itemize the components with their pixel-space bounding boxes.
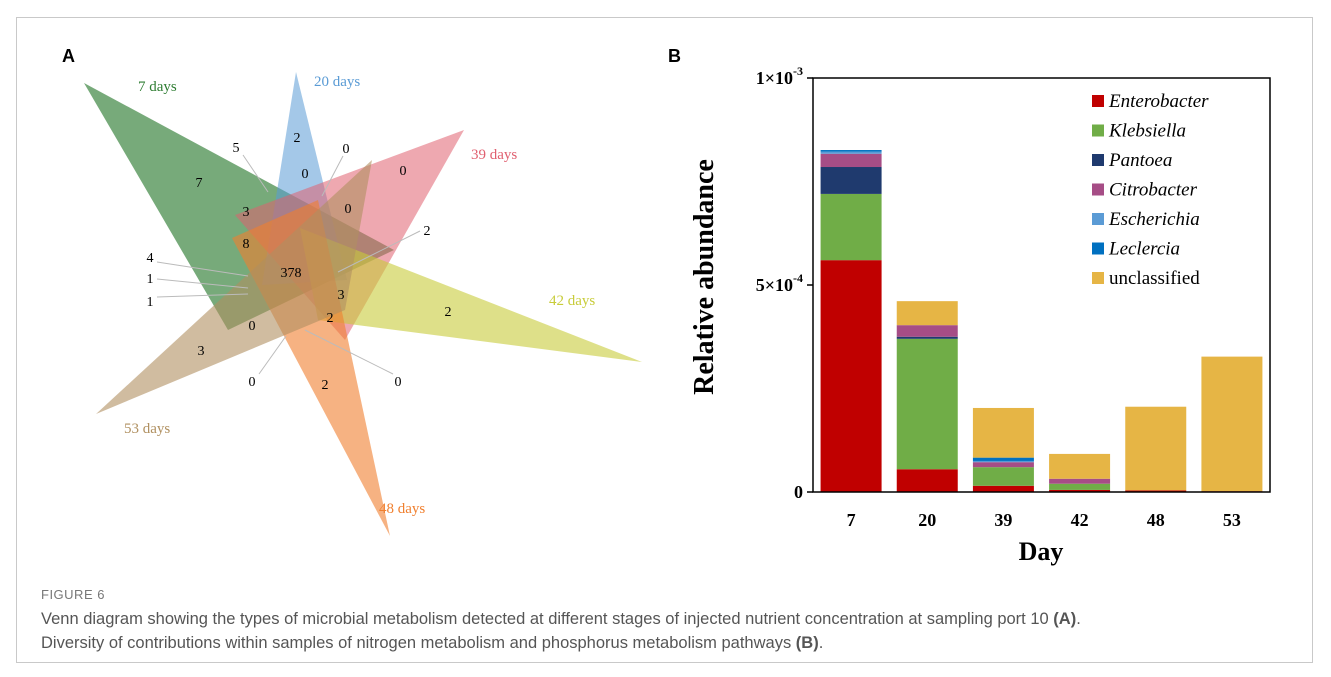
legend-label-enterobacter: Enterobacter bbox=[1108, 91, 1209, 112]
venn-count-region: 0 bbox=[343, 142, 350, 157]
venn-count-region: 0 bbox=[400, 164, 407, 179]
bar-segment-pantoea-day-20 bbox=[896, 336, 958, 339]
caption-ref-b: (B) bbox=[795, 634, 819, 652]
bar-segment-pantoea-day-7 bbox=[820, 167, 882, 194]
legend-label-escherichia: Escherichia bbox=[1108, 209, 1200, 230]
venn-count-region: 2 bbox=[445, 305, 452, 320]
bar-segment-unclassified-day-48 bbox=[1125, 406, 1187, 491]
bar-segment-leclercia-day-7 bbox=[820, 150, 882, 152]
bar-segment-citrobacter-day-42 bbox=[1049, 478, 1111, 484]
bar-segment-klebsiella-day-20 bbox=[896, 338, 958, 470]
venn-count-region: 7 bbox=[196, 176, 203, 191]
bar-segment-enterobacter-day-42 bbox=[1049, 489, 1111, 492]
bar-stacks bbox=[820, 150, 1263, 492]
venn-petal-42-days bbox=[300, 228, 642, 362]
legend-swatch-leclercia bbox=[1092, 242, 1104, 255]
venn-count-region: 2 bbox=[294, 131, 301, 146]
legend-label-citrobacter: Citrobacter bbox=[1109, 180, 1198, 201]
bar-segment-enterobacter-day-7 bbox=[820, 260, 882, 492]
bar-segment-leclercia-day-39 bbox=[972, 457, 1034, 461]
bar-segment-citrobacter-day-20 bbox=[896, 325, 958, 337]
bar-segment-unclassified-day-42 bbox=[1049, 453, 1111, 479]
bar-segment-unclassified-day-20 bbox=[896, 301, 958, 326]
legend-swatch-enterobacter bbox=[1092, 95, 1104, 107]
panel-b-label: B bbox=[668, 46, 681, 66]
legend-swatch-unclassified bbox=[1092, 272, 1104, 284]
caption-text-a: Venn diagram showing the types of microb… bbox=[41, 610, 1054, 628]
caption-text-b: Diversity of contributions within sample… bbox=[41, 634, 796, 652]
panel-a-label: A bbox=[62, 46, 75, 66]
bar-segment-escherichia-day-39 bbox=[972, 460, 1034, 463]
bar-segment-citrobacter-day-39 bbox=[972, 462, 1034, 468]
legend-label-klebsiella: Klebsiella bbox=[1108, 121, 1186, 142]
y-tick-label: 1×10-3 bbox=[756, 64, 803, 88]
venn-count-region: 0 bbox=[345, 202, 352, 217]
venn-count-region: 5 bbox=[233, 141, 240, 156]
venn-count-region: 0 bbox=[395, 375, 402, 390]
venn-label-20-days: 20 days bbox=[314, 74, 360, 90]
x-tick-label: 53 bbox=[1223, 510, 1241, 530]
y-axis-ticks: 0 5×10-4 1×10-3 bbox=[756, 64, 813, 502]
bar-segment-unclassified-day-39 bbox=[972, 407, 1034, 458]
venn-count-region: 8 bbox=[243, 237, 250, 252]
venn-label-48-days: 48 days bbox=[379, 501, 425, 517]
figure-label: FIGURE 6 bbox=[41, 587, 105, 602]
bar-segment-enterobacter-day-20 bbox=[896, 469, 958, 492]
venn-count-region: 1 bbox=[147, 272, 154, 287]
venn-label-7-days: 7 days bbox=[138, 79, 177, 95]
x-tick-label: 39 bbox=[994, 510, 1012, 530]
y-tick-label: 0 bbox=[794, 482, 803, 502]
venn-count-region: 2 bbox=[327, 311, 334, 326]
venn-count-region: 3 bbox=[338, 288, 345, 303]
venn-count-region: 2 bbox=[322, 378, 329, 393]
legend-swatch-klebsiella bbox=[1092, 124, 1104, 137]
x-tick-label: 48 bbox=[1147, 510, 1165, 530]
bar-segment-escherichia-day-7 bbox=[820, 151, 882, 154]
y-tick-label: 5×10-4 bbox=[756, 271, 803, 295]
chart-legend: Enterobacter Klebsiella Pantoea Citrobacter… bbox=[1092, 91, 1209, 289]
venn-count-region: 2 bbox=[424, 224, 431, 239]
bar-segment-unclassified-day-53 bbox=[1201, 356, 1263, 492]
venn-count-region: 1 bbox=[147, 295, 154, 310]
bar-segment-klebsiella-day-39 bbox=[972, 467, 1034, 486]
figure-caption: Venn diagram showing the types of microb… bbox=[41, 607, 1291, 655]
legend-swatch-citrobacter bbox=[1092, 183, 1104, 196]
y-axis-label: Relative abundance bbox=[689, 159, 720, 395]
venn-count-region: 4 bbox=[147, 251, 154, 266]
x-tick-label: 20 bbox=[918, 510, 936, 530]
legend-label-leclercia: Leclercia bbox=[1108, 239, 1180, 260]
bar-segment-citrobacter-day-7 bbox=[820, 153, 882, 168]
x-tick-label: 42 bbox=[1071, 510, 1089, 530]
bar-segment-enterobacter-day-39 bbox=[972, 485, 1034, 492]
venn-count-region: 0 bbox=[302, 167, 309, 182]
venn-count-region: 3 bbox=[198, 344, 205, 359]
legend-swatch-escherichia bbox=[1092, 213, 1104, 225]
venn-label-42-days: 42 days bbox=[549, 293, 595, 309]
venn-count-center: 378 bbox=[281, 266, 302, 281]
venn-label-53-days: 53 days bbox=[124, 421, 170, 437]
bar-segment-klebsiella-day-7 bbox=[820, 193, 882, 261]
bar-chart: 0 5×10-4 1×10-3 7 20 39 42 48 53 Day Relative a… bbox=[689, 64, 1271, 566]
venn-label-39-days: 39 days bbox=[471, 147, 517, 163]
venn-region-counts: 378 7 2 0 2 2 3 5 0 0 0 3 8 3 2 0 4 1 1 … bbox=[147, 131, 452, 393]
bar-segment-enterobacter-day-48 bbox=[1125, 490, 1187, 492]
caption-ref-a: (A) bbox=[1053, 610, 1077, 628]
venn-count-region: 0 bbox=[249, 375, 256, 390]
venn-diagram: 7 days 20 days 39 days 42 days 48 days 5… bbox=[84, 72, 642, 536]
venn-count-region: 0 bbox=[249, 319, 256, 334]
x-tick-label: 7 bbox=[847, 510, 856, 530]
bar-segment-klebsiella-day-42 bbox=[1049, 483, 1111, 490]
caption-end-a: . bbox=[1076, 610, 1081, 628]
x-axis-ticks: 7 20 39 42 48 53 bbox=[847, 510, 1241, 530]
venn-leader-lines bbox=[156, 154, 421, 375]
venn-count-region: 3 bbox=[243, 205, 250, 220]
legend-label-pantoea: Pantoea bbox=[1108, 150, 1172, 171]
legend-swatch-pantoea bbox=[1092, 154, 1104, 166]
x-axis-label: Day bbox=[1019, 537, 1064, 566]
caption-end-b: . bbox=[818, 634, 824, 652]
legend-label-unclassified: unclassified bbox=[1109, 268, 1200, 289]
